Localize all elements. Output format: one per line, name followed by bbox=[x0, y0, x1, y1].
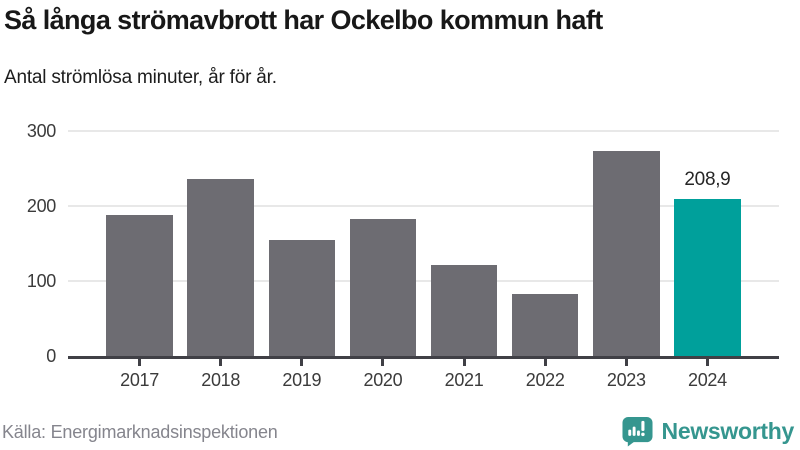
bar-slot-2019 bbox=[261, 131, 342, 356]
x-tick-mark bbox=[705, 359, 709, 366]
y-axis-labels: 0 100 200 300 bbox=[0, 121, 56, 366]
x-axis-cell-2023: 2023 bbox=[586, 359, 667, 391]
x-axis-cell-2020: 2020 bbox=[342, 359, 423, 391]
x-tick-mark bbox=[543, 359, 547, 366]
bar-2021 bbox=[430, 264, 498, 356]
bar-2019 bbox=[268, 239, 336, 356]
x-tick-label-2018: 2018 bbox=[201, 370, 241, 390]
x-tick-label-2022: 2022 bbox=[525, 370, 565, 390]
x-axis-cell-2017: 2017 bbox=[99, 359, 180, 391]
gridline-300 bbox=[68, 130, 779, 132]
x-tick-label-2024: 2024 bbox=[688, 370, 727, 390]
x-tick-mark bbox=[219, 359, 223, 366]
y-tick-label-0: 0 bbox=[46, 346, 56, 366]
y-tick-label-100: 100 bbox=[26, 271, 56, 292]
bar-slot-2017 bbox=[99, 131, 180, 356]
bar-2022 bbox=[511, 293, 579, 356]
x-tick-label-2020: 2020 bbox=[363, 370, 403, 390]
x-tick-mark bbox=[300, 359, 304, 366]
y-tick-label-200: 200 bbox=[26, 196, 56, 217]
bar-slot-2021 bbox=[424, 131, 505, 356]
bar-slot-2022 bbox=[505, 131, 586, 356]
x-tick-label-2017: 2017 bbox=[120, 370, 159, 390]
bar-2020 bbox=[349, 218, 417, 356]
x-axis-cell-2019: 2019 bbox=[261, 359, 342, 391]
bar-slot-2023 bbox=[586, 131, 667, 356]
gridline-100 bbox=[68, 280, 779, 283]
newsworthy-wordmark: Newsworthy bbox=[661, 418, 795, 444]
chart-subtitle: Antal strömlösa minuter, år för år. bbox=[4, 67, 277, 88]
y-tick-label-300: 300 bbox=[26, 121, 56, 141]
x-tick-mark bbox=[624, 359, 628, 366]
x-tick-label-2019: 2019 bbox=[282, 370, 322, 390]
x-tick-mark bbox=[138, 359, 142, 366]
x-axis-cell-2021: 2021 bbox=[424, 359, 505, 391]
x-tick-mark bbox=[381, 359, 385, 366]
newsworthy-logo: Newsworthy bbox=[621, 416, 794, 447]
x-tick-label-2023: 2023 bbox=[606, 370, 646, 390]
bars-row: 208,9 bbox=[68, 131, 779, 356]
plot-area: 208,9 bbox=[68, 130, 779, 359]
bar-slot-2018 bbox=[180, 131, 261, 356]
chart-title: Så långa strömavbrott har Ockelbo kommun… bbox=[4, 5, 603, 35]
source-note: Källa: Energimarknadsinspektionen bbox=[2, 422, 278, 442]
bar-2017 bbox=[106, 215, 173, 356]
bar-slot-2024: 208,9 bbox=[667, 131, 748, 356]
x-tick-mark bbox=[462, 359, 466, 366]
bar-value-label-2024: 208,9 bbox=[684, 169, 731, 191]
newsworthy-icon bbox=[622, 416, 653, 447]
bar-2018 bbox=[187, 179, 254, 356]
x-axis-cell-2018: 2018 bbox=[180, 359, 261, 391]
x-axis-cell-2022: 2022 bbox=[505, 359, 586, 391]
x-tick-label-2021: 2021 bbox=[444, 370, 484, 390]
x-axis-cell-2024: 2024 bbox=[667, 359, 748, 391]
bar-slot-2020 bbox=[342, 131, 423, 356]
gridline-200 bbox=[68, 205, 779, 208]
x-axis: 2017 2018 2019 2020 2021 2022 2023 2024 bbox=[68, 359, 779, 391]
bar-2024 bbox=[674, 199, 741, 356]
bar-2023 bbox=[593, 150, 660, 356]
